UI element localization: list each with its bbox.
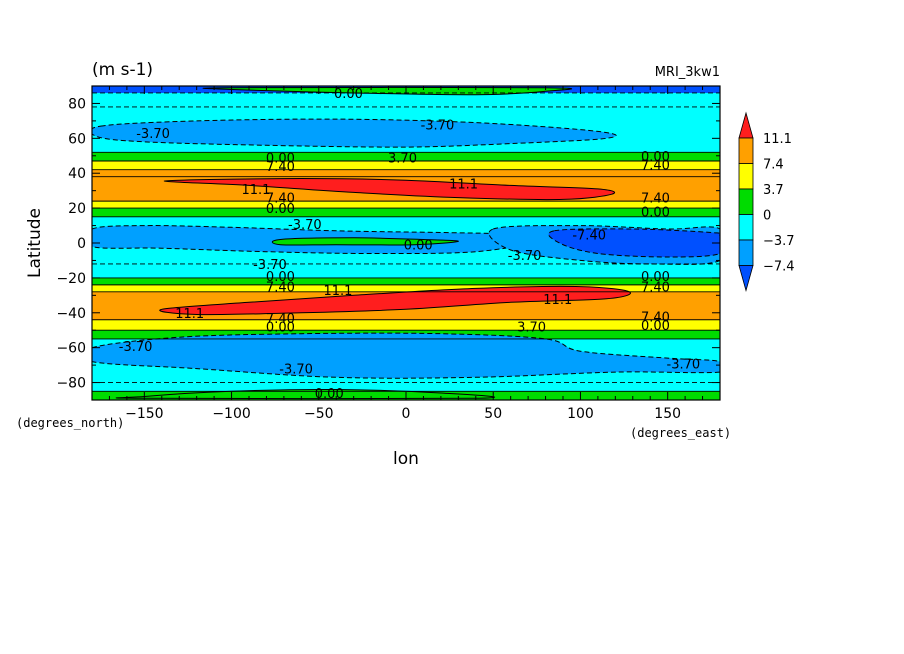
contour-label: 11.1 xyxy=(242,183,271,198)
contour-band-12 xyxy=(92,284,720,292)
contour-label: 0.00 xyxy=(404,239,433,254)
contour-label: 11.1 xyxy=(323,284,352,299)
contour-label: 11.1 xyxy=(543,293,572,308)
contour-label: 0.00 xyxy=(266,202,295,217)
contour-band-17 xyxy=(92,382,720,392)
y-tick-label: 60 xyxy=(68,131,86,147)
contour-label: 7.40 xyxy=(266,281,295,296)
colorbar-swatch xyxy=(738,214,754,241)
y-tick-label: −60 xyxy=(56,341,86,357)
y-tick-label: −40 xyxy=(56,306,86,322)
contour-label: -3.70 xyxy=(508,249,542,264)
contour-label: 0.00 xyxy=(334,87,363,102)
contour-labels: 0.00-3.70-3.700.007.403.70 0.007.4011.17.… xyxy=(119,87,700,402)
y-tick-label: 20 xyxy=(68,201,86,217)
y-tick-label: −80 xyxy=(56,376,86,392)
y-axis-label: Latitude xyxy=(25,208,45,278)
contour-band-8 xyxy=(92,208,720,217)
contour-label: -3.70 xyxy=(421,118,455,133)
units-label: (m s-1) xyxy=(92,60,153,80)
contour-label: 7.40 xyxy=(266,160,295,175)
contour-label: 3.70 xyxy=(388,152,417,167)
contour-label: -3.70 xyxy=(279,363,313,378)
x-tick-label: 150 xyxy=(654,406,681,422)
x-tick-label: −100 xyxy=(212,406,250,422)
contour-band-11 xyxy=(92,277,720,285)
contour-label: 0.00 xyxy=(266,321,295,336)
contour-label: -3.70 xyxy=(136,127,170,142)
colorbar-label: 0 xyxy=(763,209,771,224)
y-tick-label: −20 xyxy=(56,271,86,287)
contour-label: -7.40 xyxy=(572,228,606,243)
colorbar-label: 7.4 xyxy=(763,158,784,173)
contour-label: 0.00 xyxy=(641,206,670,221)
contour-region-1 xyxy=(163,177,615,201)
contour-label: 0.00 xyxy=(641,270,670,285)
contour-label: 3.70 xyxy=(517,321,546,336)
contour-band-5 xyxy=(92,169,720,177)
y-tick-label: 80 xyxy=(68,96,86,112)
colorbar-swatch xyxy=(738,188,754,215)
contour-band-14 xyxy=(92,319,720,331)
x-unit-note: (degrees_east) xyxy=(630,426,731,440)
contour-label: -3.70 xyxy=(253,258,287,273)
contour-label: 7.40 xyxy=(641,310,670,325)
x-tick-label: −150 xyxy=(125,406,163,422)
y-tick-label: 40 xyxy=(68,166,86,182)
colorbar-label: 3.7 xyxy=(763,183,784,198)
x-tick-label: −50 xyxy=(304,406,334,422)
colorbar-label: −3.7 xyxy=(763,234,795,249)
x-tick-label: 50 xyxy=(484,406,502,422)
contour-band-3 xyxy=(92,152,720,162)
contour-band-1 xyxy=(92,92,720,107)
contour-band-10 xyxy=(92,263,720,278)
contour-label: 11.1 xyxy=(449,178,478,193)
contour-band-7 xyxy=(92,201,720,209)
x-axis-label: lon xyxy=(393,449,419,469)
contour-label: -3.70 xyxy=(667,357,701,372)
contour-region-3 xyxy=(271,237,459,246)
contour-region-7 xyxy=(92,332,720,379)
contour-label: 11.1 xyxy=(175,307,204,322)
contour-label: 0.00 xyxy=(266,152,295,167)
y-unit-note: (degrees_north) xyxy=(16,416,124,430)
colorbar-label: −7.4 xyxy=(763,260,795,275)
plot-area xyxy=(92,86,720,400)
contour-band-4 xyxy=(92,161,720,170)
contour-region-6 xyxy=(159,285,631,316)
contour-label: -3.70 xyxy=(119,340,153,355)
x-axis: −150 −100 −50 0 50 100 150 xyxy=(108,86,704,422)
x-tick-label: 100 xyxy=(567,406,594,422)
y-tick-label: 0 xyxy=(77,236,86,252)
contour-region-0 xyxy=(92,118,617,148)
contour-label: 0.00 xyxy=(641,150,670,165)
contour-region-5 xyxy=(548,228,720,258)
colorbar-swatch xyxy=(738,239,754,266)
contour-label: 7.40 xyxy=(641,159,670,174)
contour-label: 7.40 xyxy=(266,192,295,207)
colorbar-swatch xyxy=(738,137,754,164)
contour-label: 0.00 xyxy=(266,270,295,285)
contour-label: 7.40 xyxy=(641,192,670,207)
contour-label: -3.70 xyxy=(288,218,322,233)
y-axis: 80 60 40 20 0 −20 −40 −60 −80 xyxy=(56,96,720,392)
colorbar-label: 11.1 xyxy=(763,132,792,147)
colorbar: 11.1 7.4 3.7 0 −3.7 −7.4 xyxy=(738,111,795,292)
colorbar-swatch xyxy=(738,163,754,190)
contour-label: 0.00 xyxy=(641,319,670,334)
contour-label: 7.40 xyxy=(641,281,670,296)
contour-label: 7.40 xyxy=(266,312,295,327)
x-tick-label: 0 xyxy=(402,406,411,422)
model-name: MRI_3kw1 xyxy=(655,65,720,80)
